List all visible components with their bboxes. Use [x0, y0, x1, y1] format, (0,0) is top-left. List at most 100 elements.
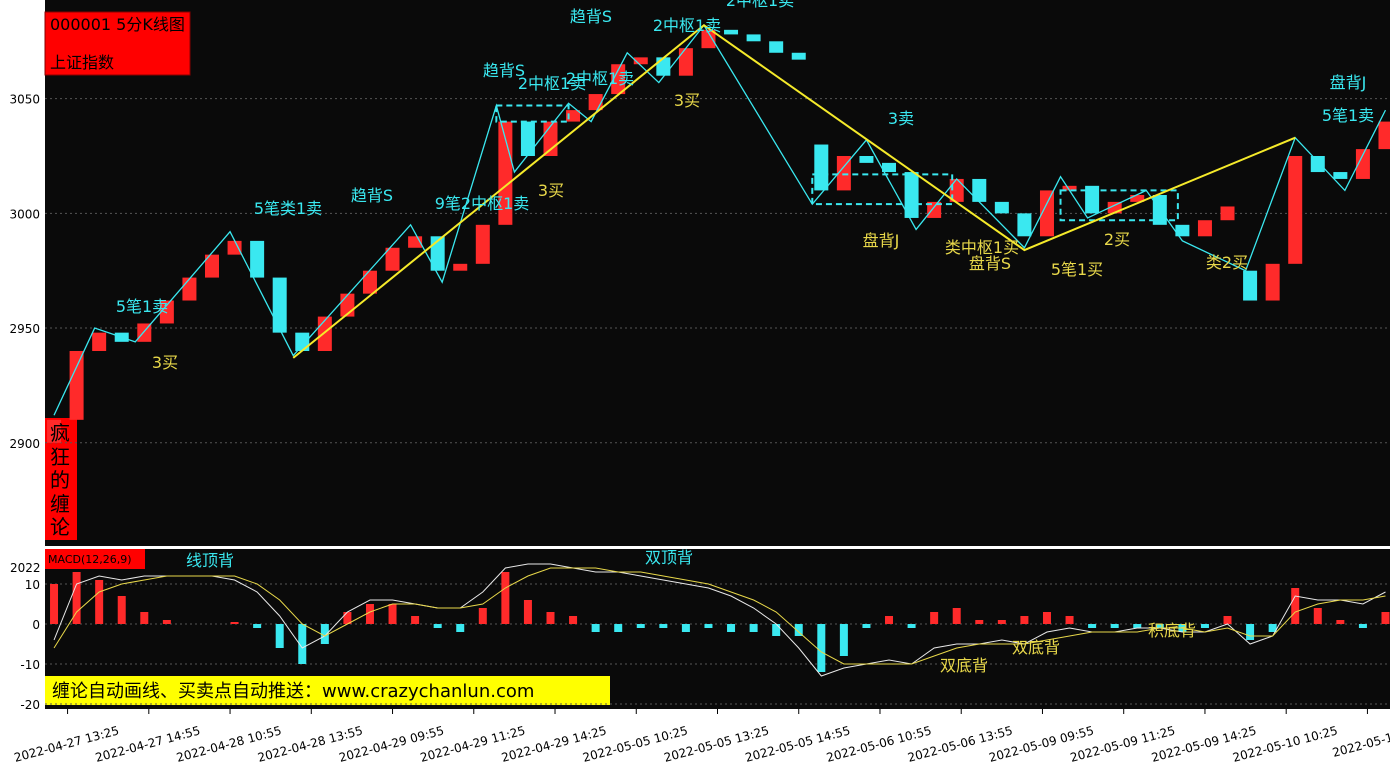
candle [633, 57, 648, 65]
macd-bar [388, 604, 397, 624]
annotation: 3买 [674, 91, 700, 110]
candle [1288, 156, 1303, 264]
pivot-box [811, 173, 954, 206]
macd-bar [433, 624, 442, 628]
candle [272, 277, 287, 333]
macd-bar [1042, 612, 1051, 624]
macd-title: MACD(12,26,9) [48, 553, 132, 566]
x-tick-label: 2022-05-10 [1331, 728, 1390, 760]
annotation: 3买 [538, 181, 564, 200]
candle [1017, 213, 1032, 237]
macd-bar [1088, 624, 1097, 628]
candle [1107, 201, 1122, 214]
candle [92, 332, 107, 351]
annotation: 2中枢1卖 [518, 74, 586, 93]
candle [588, 94, 603, 111]
candle [520, 121, 535, 156]
candle [656, 57, 671, 76]
candle [362, 270, 377, 294]
candle [566, 110, 581, 122]
macd-bar [1065, 616, 1074, 624]
macd-bar [681, 624, 690, 632]
macd-bar [1246, 624, 1255, 640]
candle [724, 29, 739, 35]
y-tick-label: 3000 [9, 207, 40, 221]
price-panel [45, 0, 1390, 546]
y-tick-label: 2900 [9, 437, 40, 451]
candle [1243, 270, 1258, 301]
candle [1062, 185, 1077, 191]
macd-bar [501, 572, 510, 624]
watermark: 疯狂的缠论 [50, 421, 70, 539]
banner-box [45, 676, 610, 705]
macd-bar [253, 624, 262, 628]
macd-bar [320, 624, 329, 644]
candle [882, 162, 897, 173]
y-tick-label: 2950 [9, 322, 40, 336]
macd-bar [749, 624, 758, 632]
macd-bar [1155, 624, 1164, 628]
macd-bar [952, 608, 961, 624]
macd-bar [298, 624, 307, 664]
macd-bar [975, 620, 984, 624]
annotation: 双底背 [1012, 638, 1060, 657]
macd-bar [727, 624, 736, 632]
y-tick-label: -10 [20, 658, 40, 672]
annotation: 趋背S [483, 61, 525, 80]
candle [1333, 172, 1348, 179]
macd-bar [1381, 612, 1390, 624]
macd-bar [885, 616, 894, 624]
candle [701, 29, 716, 49]
macd-bar [456, 624, 465, 632]
banner: 缠论自动画线、买卖点自动推送：www.crazychanlun.com [52, 681, 534, 702]
macd-bar [546, 612, 555, 624]
annotation: 3卖 [888, 109, 914, 128]
candle [1085, 185, 1100, 214]
annotation: 盘背J [1330, 73, 1367, 92]
candle [227, 240, 242, 255]
macd-bar [1110, 624, 1119, 628]
candle [453, 263, 468, 271]
candle [1197, 220, 1212, 237]
candle [769, 41, 784, 53]
candle [1175, 224, 1190, 237]
candle [791, 52, 806, 60]
annotation: 5笔1卖 [1322, 106, 1374, 125]
candle [1265, 263, 1280, 301]
macd-bar [569, 616, 578, 624]
chart-subtitle: 上证指数 [50, 53, 114, 72]
macd-bar [591, 624, 600, 632]
macd-bar [343, 612, 352, 624]
candle [927, 201, 942, 218]
candle [182, 277, 197, 301]
pivot-box [1059, 189, 1179, 222]
macd-bar [1358, 624, 1367, 628]
macd-bar [1020, 616, 1029, 624]
axis-note: 2022 [10, 561, 41, 575]
candle [385, 247, 400, 271]
pivot-box [495, 104, 570, 123]
macd-bar [117, 596, 126, 624]
annotation: 2买 [1104, 230, 1130, 249]
candle [204, 254, 219, 278]
annotation: 趋背S [351, 186, 393, 205]
macd-bar [50, 584, 59, 624]
candle [836, 156, 851, 191]
candle [475, 224, 490, 264]
candle [408, 236, 423, 248]
macd-bar [862, 624, 871, 628]
macd-bar [1313, 608, 1322, 624]
macd-bar [614, 624, 623, 632]
annotation: 趋背S [570, 7, 612, 26]
macd-bar [704, 624, 713, 628]
candle [317, 316, 332, 351]
macd-bar [1336, 620, 1345, 624]
macd-bar [95, 580, 104, 624]
macd-bar [794, 624, 803, 636]
annotation: 盘背S [969, 254, 1011, 273]
candle [859, 156, 874, 163]
annotation: 2中枢1卖 [566, 69, 634, 88]
candle [250, 240, 265, 278]
macd-bar [523, 600, 532, 624]
